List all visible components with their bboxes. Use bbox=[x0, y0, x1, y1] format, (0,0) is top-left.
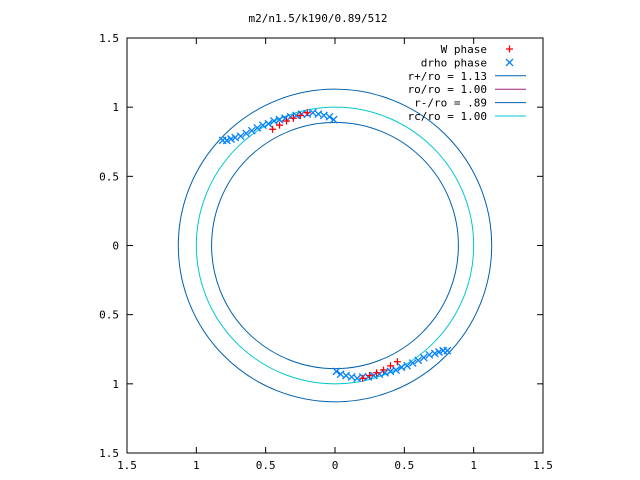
w-phase-point bbox=[276, 121, 284, 129]
x-tick-label: 1.5 bbox=[533, 459, 553, 472]
legend-item-ro-ro-1-00: ro/ro = 1.00 bbox=[408, 83, 526, 96]
y-tick-label: 0 bbox=[112, 240, 119, 253]
w-phase-point bbox=[303, 109, 311, 117]
circle-r-ro-89 bbox=[211, 121, 459, 370]
drho-phase-point bbox=[332, 367, 341, 376]
w-phase-point bbox=[380, 366, 388, 374]
plot-area bbox=[177, 88, 493, 403]
legend-label: r+/ro = 1.13 bbox=[408, 70, 487, 83]
drho-phase-point bbox=[397, 363, 406, 372]
circle-r-ro-1-13 bbox=[177, 88, 493, 403]
x-tick-label: 1 bbox=[193, 459, 200, 472]
drho-phase-point bbox=[408, 359, 417, 368]
chart-title: m2/n1.5/k190/0.89/512 bbox=[248, 12, 387, 25]
legend-label: ro/ro = 1.00 bbox=[408, 83, 487, 96]
legend-item-drho-phase: drho phase bbox=[421, 56, 514, 69]
y-tick-label: 0.5 bbox=[99, 309, 119, 322]
x-tick-label: 1 bbox=[470, 459, 477, 472]
legend-label: W phase bbox=[441, 43, 487, 56]
drho-phase-point bbox=[336, 370, 345, 379]
drho-phase-point bbox=[419, 353, 428, 362]
legend-item-w-phase: W phase bbox=[441, 43, 513, 56]
drho-phase-point bbox=[414, 356, 423, 365]
y-tick-label: 1 bbox=[112, 378, 119, 391]
legend-marker bbox=[506, 45, 513, 53]
w-phase-point bbox=[386, 362, 394, 370]
x-tick-label: 1.5 bbox=[117, 459, 137, 472]
w-phase-point bbox=[359, 374, 367, 382]
circle-rc-ro-1-00 bbox=[195, 106, 475, 385]
w-phase-point bbox=[282, 117, 290, 125]
w-phase-point bbox=[373, 369, 381, 377]
w-phase-point bbox=[269, 125, 277, 133]
x-tick-label: 0 bbox=[332, 459, 339, 472]
w-phase-point bbox=[296, 111, 304, 119]
x-tick-label: 0.5 bbox=[394, 459, 414, 472]
legend-label: drho phase bbox=[421, 56, 487, 69]
drho-phase-point bbox=[425, 350, 434, 359]
legend-item-r-ro-1-13: r+/ro = 1.13 bbox=[408, 70, 526, 83]
x-tick-label: 0.5 bbox=[256, 459, 276, 472]
w-phase-point bbox=[366, 372, 374, 380]
legend-marker bbox=[505, 58, 514, 67]
axis-ticks: 1.5 1 0.5 0 0.5 1 1.51.510.500.511.5 bbox=[99, 32, 553, 472]
legend-item-rc-ro-1-00: rc/ro = 1.00 bbox=[408, 110, 526, 123]
drho-phase-point bbox=[325, 112, 334, 121]
drho-phase-point bbox=[242, 129, 251, 138]
drho-phase-point bbox=[247, 126, 256, 135]
w-phase-point bbox=[393, 358, 401, 366]
y-tick-label: 1 bbox=[112, 101, 119, 114]
y-tick-label: 1.5 bbox=[99, 447, 119, 460]
drho-phase-point bbox=[236, 132, 245, 141]
legend-label: r-/ro = .89 bbox=[414, 97, 487, 110]
y-tick-label: 1.5 bbox=[99, 32, 119, 45]
drho-phase-point bbox=[264, 119, 273, 128]
y-tick-label: 0.5 bbox=[99, 170, 119, 183]
legend-item-r-ro-89: r-/ro = .89 bbox=[414, 97, 526, 110]
w-phase-point bbox=[289, 114, 297, 122]
drho-phase-point bbox=[329, 115, 338, 124]
drho-phase-point bbox=[253, 123, 262, 132]
legend-label: rc/ro = 1.00 bbox=[408, 110, 487, 123]
